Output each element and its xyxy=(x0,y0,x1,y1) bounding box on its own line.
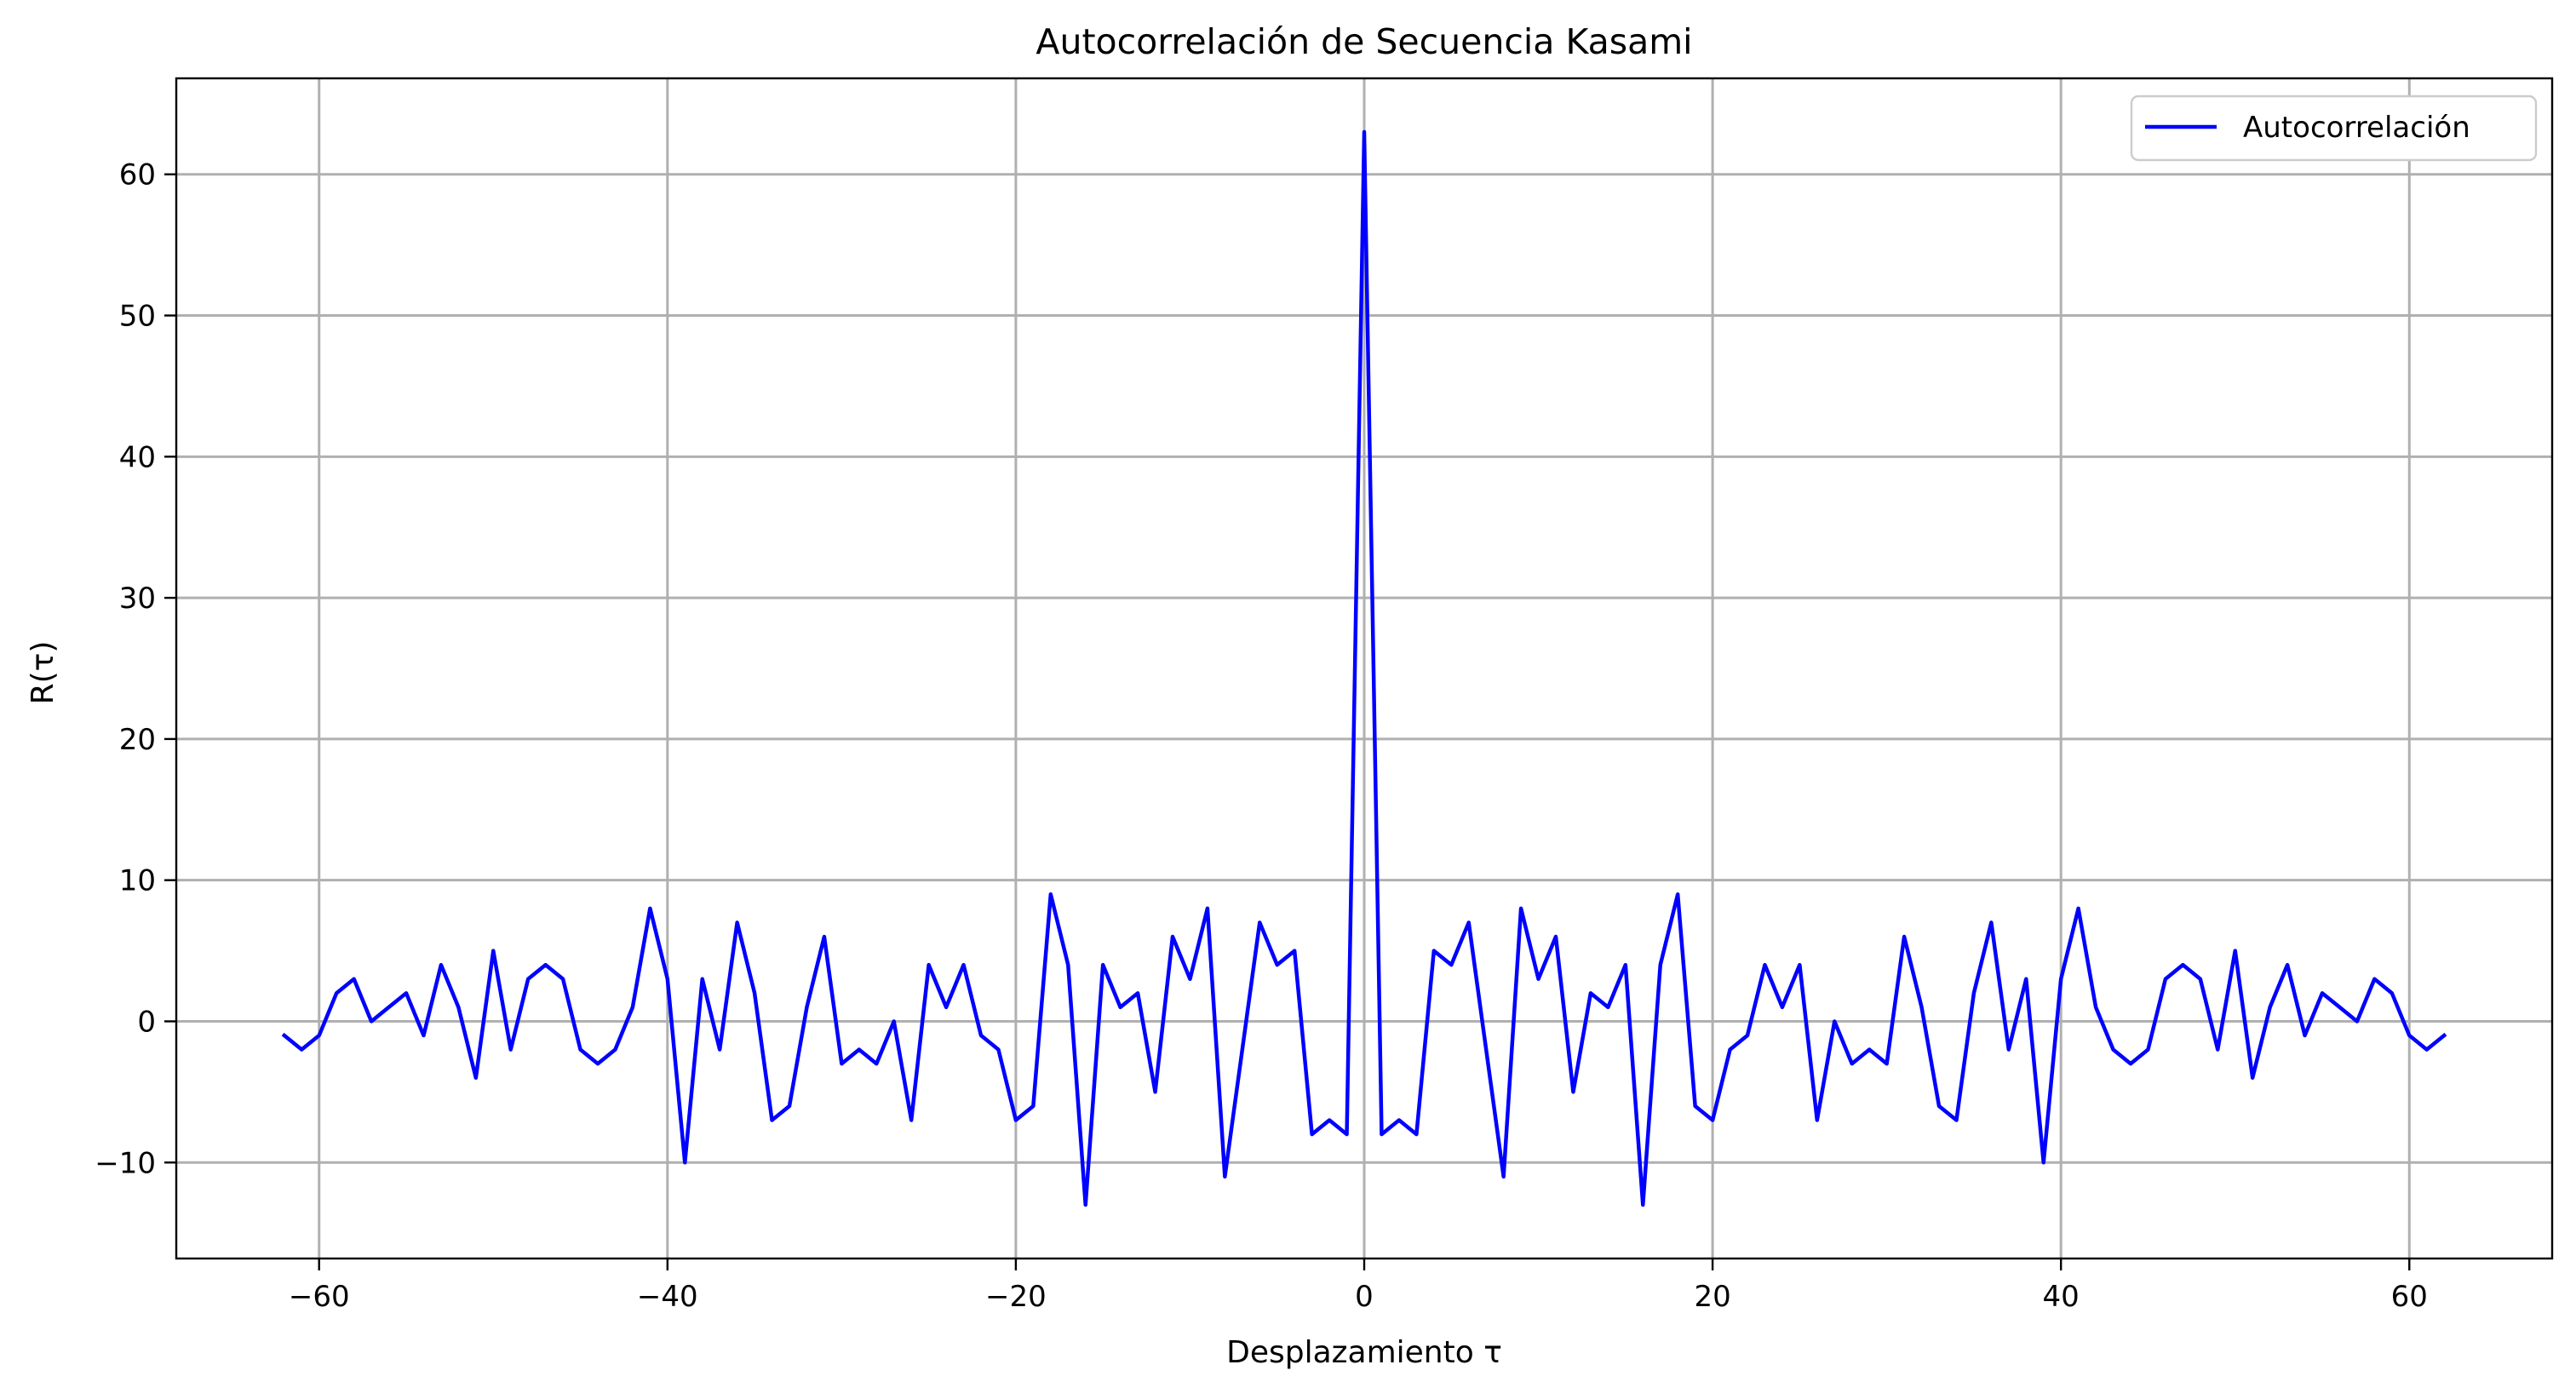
x-tick-label: 60 xyxy=(2391,1280,2428,1314)
grid xyxy=(176,78,2552,1259)
x-tick-label: 20 xyxy=(1694,1280,1730,1314)
x-tick-label: −40 xyxy=(637,1280,698,1314)
y-tick-label: 60 xyxy=(119,158,156,192)
y-tick-label: 0 xyxy=(137,1005,156,1039)
x-tick-label: −60 xyxy=(289,1280,350,1314)
y-tick-label: 10 xyxy=(119,864,156,898)
y-tick-label: 20 xyxy=(119,723,156,757)
x-axis-label: Desplazamiento τ xyxy=(1226,1335,1502,1370)
legend: Autocorrelación xyxy=(2130,95,2538,162)
y-tick-label: 30 xyxy=(119,582,156,616)
y-tick-label: −10 xyxy=(95,1146,156,1180)
x-tick-label: −20 xyxy=(985,1280,1047,1314)
x-tick-label: 0 xyxy=(1355,1280,1374,1314)
y-tick-label: 40 xyxy=(119,440,156,474)
y-axis-label: R(τ) xyxy=(26,641,60,705)
y-tick-label: 50 xyxy=(119,300,156,334)
x-tick-label: 40 xyxy=(2043,1280,2080,1314)
chart-title: Autocorrelación de Secuencia Kasami xyxy=(1036,21,1692,62)
series-layer xyxy=(281,129,2447,1207)
legend-label: Autocorrelación xyxy=(2243,111,2470,145)
legend-box xyxy=(2130,95,2538,162)
series-line-autocorrelacion xyxy=(281,129,2447,1207)
ticks: −60 −40 −20 0 20 40 60 −10 0 10 20 30 40 50 60 xyxy=(95,158,2428,1314)
